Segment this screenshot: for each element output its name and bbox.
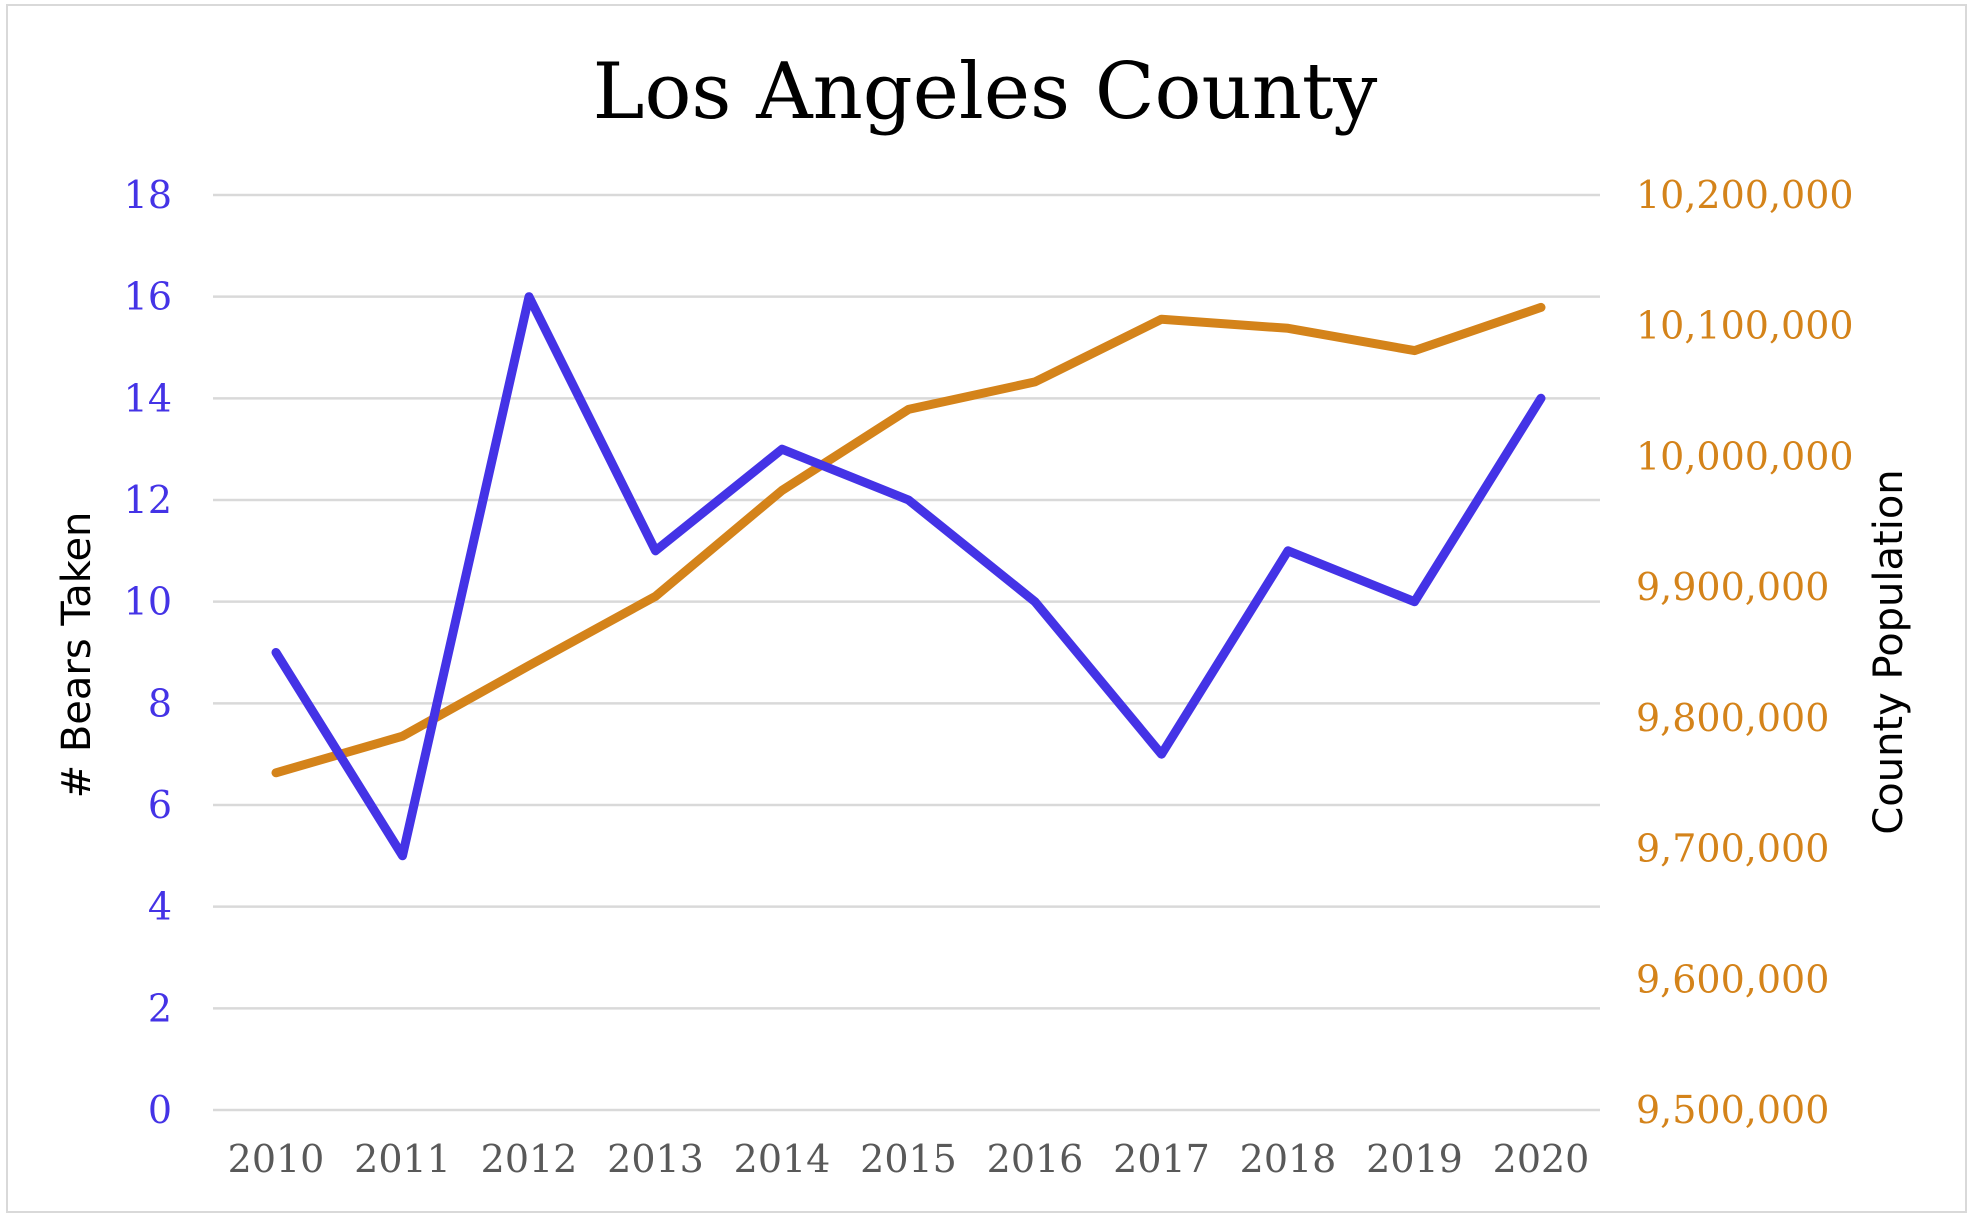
x-tick-label: 2020 bbox=[1493, 1137, 1590, 1181]
right-tick-label: 9,500,000 bbox=[1636, 1088, 1829, 1132]
x-tick-label: 2012 bbox=[481, 1137, 578, 1181]
left-tick-label: 14 bbox=[124, 376, 172, 420]
x-tick-label: 2018 bbox=[1240, 1137, 1337, 1181]
x-axis-ticks: 2010 2011 2012 2013 2014 2015 2016 2017 2018 2019… bbox=[228, 1137, 1590, 1181]
chart-frame bbox=[6, 4, 1967, 1213]
left-tick-label: 10 bbox=[124, 580, 172, 624]
x-tick-label: 2010 bbox=[228, 1137, 325, 1181]
left-tick-label: 16 bbox=[124, 275, 172, 319]
right-tick-label: 10,200,000 bbox=[1636, 173, 1854, 217]
right-tick-label: 9,700,000 bbox=[1636, 827, 1829, 871]
left-tick-label: 8 bbox=[148, 681, 172, 725]
series-lines bbox=[271, 292, 1546, 861]
x-tick-label: 2016 bbox=[987, 1137, 1084, 1181]
left-tick-label: 18 bbox=[124, 173, 172, 217]
right-axis-title: County Population bbox=[1866, 469, 1912, 834]
left-tick-label: 2 bbox=[148, 986, 172, 1030]
left-tick-label: 12 bbox=[124, 478, 172, 522]
chart-title: Los Angeles County bbox=[593, 47, 1378, 137]
right-tick-label: 10,100,000 bbox=[1636, 304, 1854, 348]
left-axis-title: # Bears Taken bbox=[54, 512, 100, 799]
right-tick-label: 9,800,000 bbox=[1636, 696, 1829, 740]
right-tick-label: 9,900,000 bbox=[1636, 565, 1829, 609]
x-tick-label: 2017 bbox=[1113, 1137, 1210, 1181]
x-tick-label: 2015 bbox=[860, 1137, 957, 1181]
right-tick-label: 9,600,000 bbox=[1636, 957, 1829, 1001]
left-tick-label: 6 bbox=[148, 783, 172, 827]
x-tick-label: 2019 bbox=[1366, 1137, 1463, 1181]
left-axis-ticks: 0 2 4 6 8 10 12 14 16 18 bbox=[124, 173, 172, 1132]
x-tick-label: 2011 bbox=[354, 1137, 451, 1181]
left-tick-label: 0 bbox=[148, 1088, 172, 1132]
county-population-line bbox=[271, 302, 1546, 778]
bears-taken-line bbox=[271, 292, 1546, 861]
right-tick-label: 10,000,000 bbox=[1636, 434, 1854, 478]
left-tick-label: 4 bbox=[148, 885, 172, 929]
right-axis-ticks: 9,500,000 9,600,000 9,700,000 9,800,000 9,90… bbox=[1636, 173, 1854, 1132]
gridlines bbox=[213, 193, 1600, 1112]
x-tick-label: 2013 bbox=[607, 1137, 704, 1181]
x-tick-label: 2014 bbox=[734, 1137, 831, 1181]
